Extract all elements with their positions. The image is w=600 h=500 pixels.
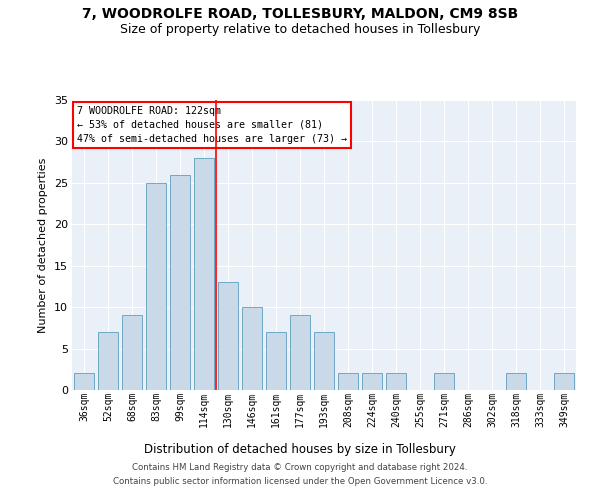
Bar	[170, 174, 190, 390]
Bar	[266, 332, 286, 390]
Y-axis label: Number of detached properties: Number of detached properties	[38, 158, 48, 332]
Bar	[98, 332, 118, 390]
Text: Size of property relative to detached houses in Tollesbury: Size of property relative to detached ho…	[120, 22, 480, 36]
Bar	[122, 316, 142, 390]
Text: Contains HM Land Registry data © Crown copyright and database right 2024.: Contains HM Land Registry data © Crown c…	[132, 464, 468, 472]
Bar	[74, 374, 94, 390]
Bar	[314, 332, 334, 390]
Bar	[290, 316, 310, 390]
Bar	[386, 374, 406, 390]
Bar	[242, 307, 262, 390]
Text: Distribution of detached houses by size in Tollesbury: Distribution of detached houses by size …	[144, 442, 456, 456]
Bar	[554, 374, 574, 390]
Bar	[506, 374, 526, 390]
Bar	[362, 374, 382, 390]
Bar	[146, 183, 166, 390]
Text: 7 WOODROLFE ROAD: 122sqm
← 53% of detached houses are smaller (81)
47% of semi-d: 7 WOODROLFE ROAD: 122sqm ← 53% of detach…	[77, 106, 347, 144]
Text: Contains public sector information licensed under the Open Government Licence v3: Contains public sector information licen…	[113, 477, 487, 486]
Bar	[194, 158, 214, 390]
Bar	[218, 282, 238, 390]
Text: 7, WOODROLFE ROAD, TOLLESBURY, MALDON, CM9 8SB: 7, WOODROLFE ROAD, TOLLESBURY, MALDON, C…	[82, 8, 518, 22]
Bar	[338, 374, 358, 390]
Bar	[434, 374, 454, 390]
